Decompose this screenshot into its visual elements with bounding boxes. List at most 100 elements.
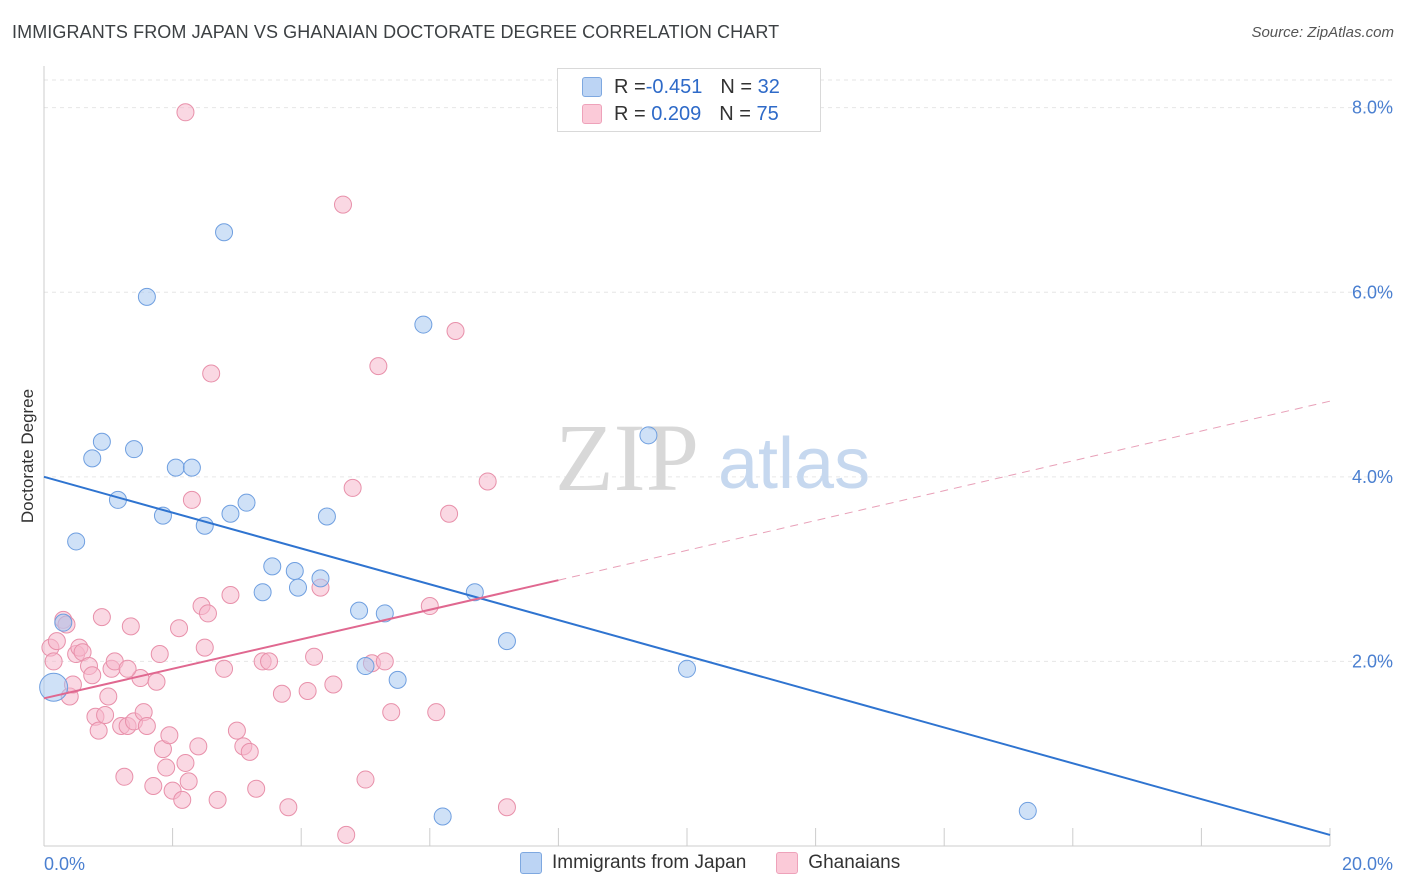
japan-point [350, 601, 369, 620]
ghanaians-point [83, 666, 102, 685]
japan-point [497, 632, 516, 651]
japan-point [92, 432, 111, 451]
ghanaians-point [305, 647, 324, 666]
japan-point [433, 807, 452, 826]
ghanaians-point [47, 632, 66, 651]
ghanaians-points [41, 103, 516, 844]
y-tick-label: 6.0% [1352, 282, 1393, 302]
ghanaians-point [144, 777, 163, 796]
japan-point [285, 561, 304, 580]
ghanaians-point [99, 687, 118, 706]
watermark-atlas: atlas [718, 424, 870, 504]
japan-point [83, 449, 102, 468]
japan-point [237, 493, 256, 512]
ghanaians-point [170, 619, 189, 638]
legend-n-label: N = [720, 75, 758, 98]
japan-point [67, 532, 86, 551]
japan-point [311, 569, 330, 588]
ghanaians-point [208, 790, 227, 809]
ghanaians-point [202, 364, 221, 383]
ghanaians-point [44, 652, 63, 671]
series-legend-japan: Immigrants from Japan [520, 852, 746, 874]
ghanaians-point [478, 472, 497, 491]
ghanaians-point [89, 721, 108, 740]
japan-point [215, 223, 234, 242]
ghanaians-point [176, 753, 195, 772]
chart-title: IMMIGRANTS FROM JAPAN VS GHANAIAN DOCTOR… [12, 22, 780, 42]
ghanaians-point [147, 672, 166, 691]
legend-n-label: N = [719, 102, 757, 125]
ghanaians-point [189, 737, 208, 756]
series-label-ghanaians: Ghanaians [808, 852, 901, 873]
ghanaians-point [195, 638, 214, 657]
ghanaians-point [176, 103, 195, 122]
ghanaians-point [160, 726, 179, 745]
legend-r-label: R = [614, 102, 646, 125]
legend-row-japan: R = -0.451 N = 32 [582, 75, 780, 99]
japan-point [253, 583, 272, 602]
ghanaians-point [427, 703, 446, 722]
legend-swatch-japan [582, 77, 602, 97]
japan-point [678, 659, 696, 678]
x-tick-label-max: 20.0% [1342, 854, 1393, 874]
ghanaians-point [247, 779, 266, 798]
grid-lines [44, 79, 1392, 662]
legend-r-label: R = [614, 75, 646, 98]
series-swatch-japan [520, 852, 542, 874]
ghanaians-point [369, 357, 388, 376]
ghanaians-point [382, 703, 401, 722]
ghanaians-point [121, 617, 140, 636]
japan-point [375, 604, 394, 623]
y-axis-label: Doctorate Degree [18, 389, 37, 523]
y-tick-label: 8.0% [1352, 98, 1393, 118]
ghanaians-point [227, 721, 246, 740]
japan-point [137, 287, 156, 306]
ghanaians-point [324, 675, 343, 694]
trend-lines [43, 400, 1331, 836]
japan-point [166, 458, 185, 477]
tick-labels: 2.0% 4.0% 6.0% 8.0% 0.0% 20.0% [44, 98, 1393, 874]
ghanaians-point [137, 717, 156, 736]
japan-point [195, 516, 214, 535]
ghanaians-trend-line [43, 579, 559, 700]
ghanaians-point [298, 681, 317, 700]
ghanaians-point [150, 645, 169, 664]
y-tick-label: 2.0% [1352, 651, 1393, 671]
series-legend: Immigrants from Japan Ghanaians [520, 852, 930, 874]
ghanaians-point [272, 684, 291, 703]
ghanaians-point [92, 608, 111, 627]
legend-n-value: 75 [756, 102, 779, 125]
japan-point [388, 670, 407, 689]
japan-point [54, 613, 73, 632]
series-swatch-ghanaians [776, 852, 799, 874]
ghanaians-point [375, 652, 394, 671]
legend-n-value: 32 [757, 75, 780, 98]
series-legend-ghanaians: Ghanaians [776, 852, 900, 874]
ghanaians-point [115, 767, 134, 786]
source-label: Source: ZipAtlas.com [1251, 24, 1394, 41]
correlation-legend: R = -0.451 N = 32 R = 0.209 N = 75 [557, 68, 821, 132]
legend-swatch-ghanaians [582, 104, 602, 124]
ghanaians-point [440, 504, 459, 523]
legend-r-value: 0.209 [645, 102, 702, 125]
ghanaians-point [96, 705, 115, 724]
japan-points [39, 223, 1037, 826]
axes [43, 66, 1331, 847]
ghanaians-point [157, 758, 176, 777]
ghanaians-point [356, 770, 375, 789]
ghanaians-point [240, 742, 259, 761]
japan-point [288, 578, 307, 597]
japan-point [356, 657, 375, 676]
legend-row-ghanaians: R = 0.209 N = 75 [582, 102, 779, 126]
ghanaians-point [337, 825, 356, 844]
ghanaians-trend-extension [558, 400, 1331, 581]
ghanaians-point [279, 798, 298, 817]
japan-point [263, 557, 282, 576]
ghanaians-point [446, 322, 465, 341]
japan-point [414, 315, 433, 334]
ghanaians-point [179, 772, 198, 791]
ghanaians-point [182, 490, 201, 509]
japan-point [125, 440, 144, 459]
japan-point [639, 426, 658, 445]
